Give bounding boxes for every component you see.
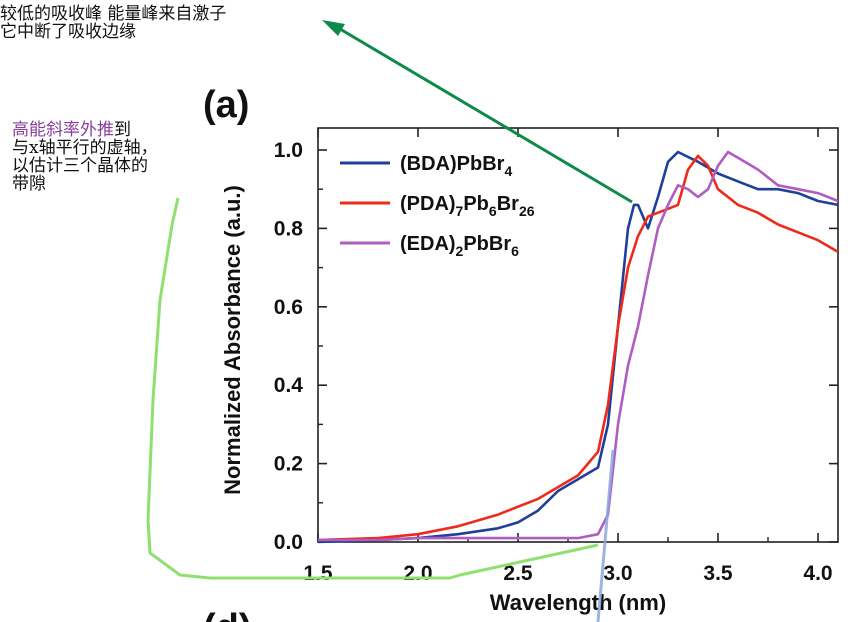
left-annotation-note: 高能斜率外推到 与x轴平行的虚轴， 以估计三个晶体的 带隙 bbox=[12, 121, 158, 193]
data-curves bbox=[317, 150, 839, 544]
left-note-line3: 以估计三个晶体的 bbox=[12, 156, 148, 176]
x-tick-label: 2.0 bbox=[403, 562, 432, 585]
left-note-highlight: 高能斜率外推 bbox=[12, 120, 114, 140]
legend-label-bda: (BDA)PbBr4 bbox=[400, 153, 512, 179]
top-annotation-note: 较低的吸收峰 能量峰来自激子 它中断了吸收边缘 bbox=[0, 5, 226, 41]
annotation-bracket-line bbox=[146, 197, 599, 580]
bandgap-extrapolation-line bbox=[596, 449, 615, 622]
series-line-bda bbox=[317, 150, 839, 544]
y-axis-label: Normalized Absorbance (a.u.) bbox=[220, 185, 245, 495]
y-tick-label: 0.8 bbox=[274, 217, 304, 240]
top-note-line1: 较低的吸收峰 能量峰来自激子 bbox=[0, 4, 227, 24]
series-line-eda bbox=[318, 150, 839, 542]
left-note-line4: 带隙 bbox=[12, 174, 46, 194]
y-tick-label: 0.6 bbox=[274, 296, 303, 319]
y-tick-label: 1.0 bbox=[274, 139, 303, 162]
plot-frame bbox=[317, 127, 839, 543]
annotation-arrow bbox=[334, 24, 633, 204]
left-note-line2: 与x轴平行的虚轴， bbox=[12, 138, 158, 158]
x-tick-label: 1.5 bbox=[303, 562, 333, 585]
y-tick-label: 0.2 bbox=[274, 453, 303, 476]
axis-ticks: 1.5 2.0 2.5 3.0 3.5 4.0 0.0 0.2 0.4 0.6 0.8 1.0 bbox=[274, 128, 838, 585]
x-axis-label: Wavelength (nm) bbox=[490, 590, 666, 615]
left-note-line1: 高能斜率外推到 bbox=[12, 121, 158, 139]
y-tick-label: 0.4 bbox=[274, 374, 304, 397]
left-note-line1-rest: 到 bbox=[114, 120, 131, 140]
legend-label-pda: (PDA)7Pb6Br26 bbox=[400, 193, 535, 219]
x-tick-label: 4.0 bbox=[803, 562, 832, 585]
legend-label-eda: (EDA)2PbBr6 bbox=[400, 233, 519, 259]
panel-label-a: (a) bbox=[203, 84, 249, 126]
panel-label-d: (d) bbox=[203, 607, 252, 622]
series-line-pda bbox=[317, 154, 839, 542]
x-tick-label: 3.0 bbox=[603, 562, 632, 585]
y-tick-label: 0.0 bbox=[274, 531, 303, 554]
legend: (BDA)PbBr4 (PDA)7Pb6Br26 (EDA)2PbBr6 bbox=[340, 153, 535, 259]
top-note-line2: 它中断了吸收边缘 bbox=[0, 22, 136, 42]
x-tick-label: 3.5 bbox=[703, 562, 733, 585]
annotation-arrowhead bbox=[322, 20, 345, 36]
x-tick-label: 2.5 bbox=[503, 562, 533, 585]
